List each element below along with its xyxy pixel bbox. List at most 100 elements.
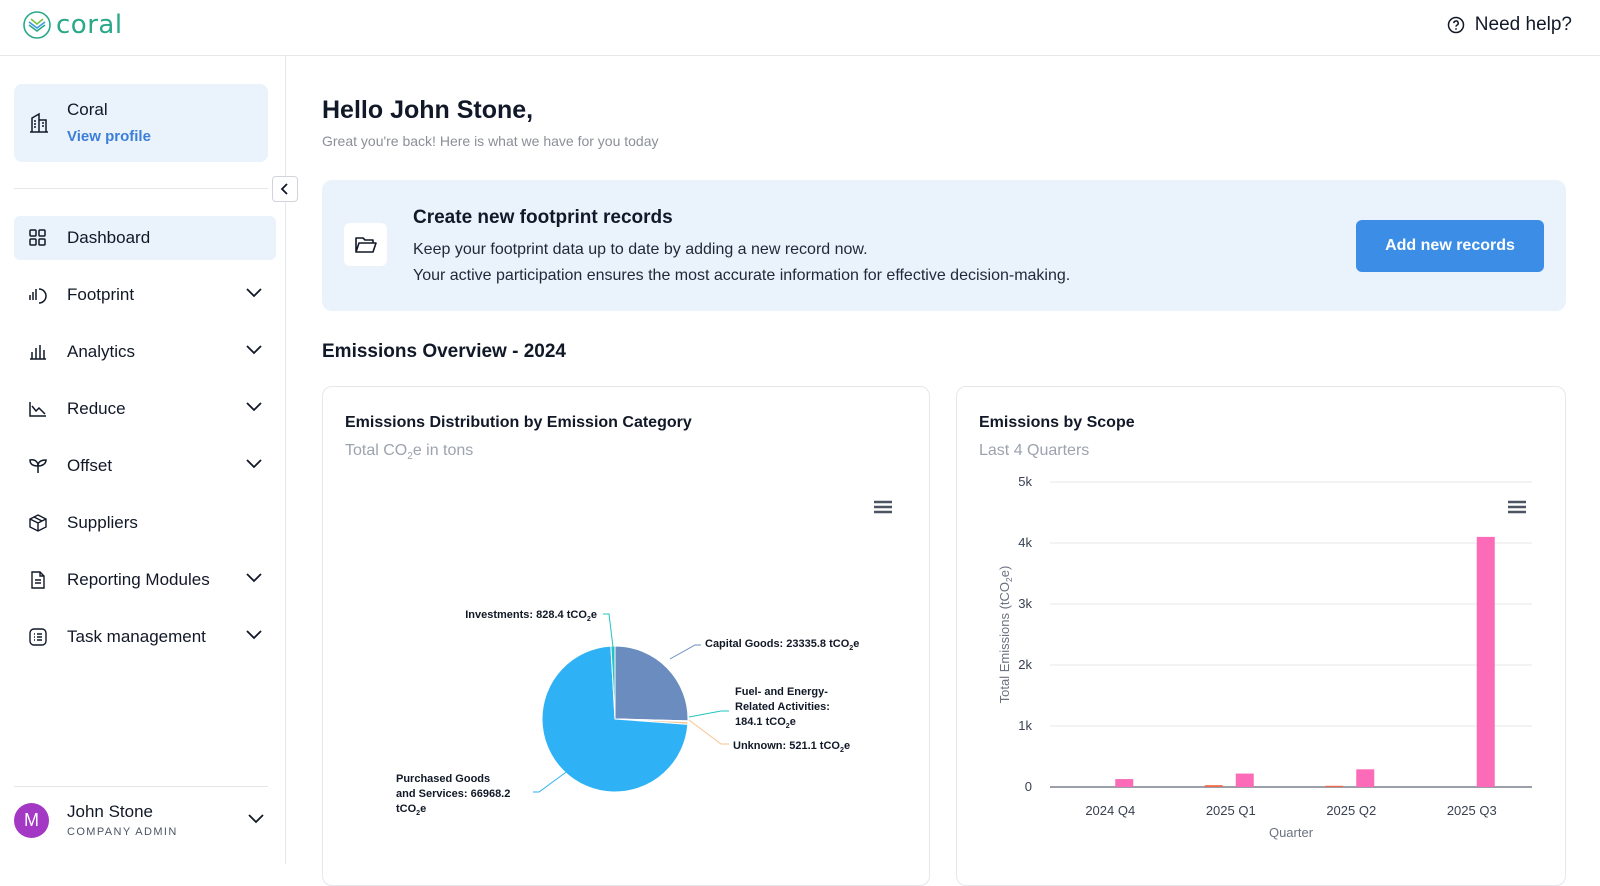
trend-down-icon: [29, 402, 46, 417]
need-help-label: Need help?: [1474, 14, 1572, 35]
collapse-sidebar-button[interactable]: [272, 176, 298, 202]
pie-chart: Investments: 828.4 tCO2e Capital Goods: 2…: [396, 609, 859, 817]
section-title: Emissions Overview - 2024: [322, 341, 566, 362]
chevron-down-icon: [246, 402, 262, 412]
pie-label-fuel-line-2: Related Activities:: [735, 701, 830, 713]
bar[interactable]: [1356, 769, 1375, 787]
banner-text-line-2: Your active participation ensures the mo…: [413, 267, 1071, 284]
y-tick-label: 4k: [1018, 535, 1032, 550]
pie-slice[interactable]: [614, 645, 689, 722]
bar[interactable]: [1115, 779, 1134, 787]
top-bar: coral Need help?: [0, 0, 1600, 56]
user-menu[interactable]: M John Stone COMPANY ADMIN: [14, 798, 274, 854]
x-tick-label: 2024 Q4: [1085, 803, 1135, 818]
y-tick-label: 5k: [1018, 474, 1032, 489]
pie-card-subtitle: Total CO2e in tons: [345, 442, 474, 463]
bar-card-subtitle: Last 4 Quarters: [979, 442, 1090, 459]
chevron-down-icon: [246, 630, 262, 640]
bar[interactable]: [1235, 773, 1254, 787]
y-axis-label: Total Emissions (tCO2e): [997, 566, 1014, 704]
chevron-down-icon: [246, 345, 262, 355]
need-help-button[interactable]: Need help?: [1447, 14, 1572, 36]
footprint-icon: [29, 288, 47, 304]
sidebar-item-task-management[interactable]: Task management: [14, 615, 276, 659]
create-records-banner: Create new footprint records Keep your f…: [322, 180, 1566, 311]
checklist-icon: [29, 628, 47, 646]
sidebar-item-label: Dashboard: [67, 228, 151, 247]
sidebar: Coral View profile Dashboard Footprint A…: [0, 56, 298, 864]
pie-chart-card: Emissions Distribution by Emission Categ…: [322, 386, 930, 886]
sidebar-item-footprint[interactable]: Footprint: [14, 273, 276, 317]
sidebar-item-analytics[interactable]: Analytics: [14, 330, 276, 374]
y-tick-label: 2k: [1018, 657, 1032, 672]
banner-title: Create new footprint records: [413, 207, 673, 228]
chart-menu-icon[interactable]: [1507, 499, 1527, 515]
bar[interactable]: [1476, 536, 1495, 787]
pie-slice[interactable]: [541, 645, 689, 793]
avatar: M: [14, 803, 49, 838]
callout-leader-line: [533, 769, 570, 793]
sidebar-item-offset[interactable]: Offset: [14, 444, 276, 488]
sprout-icon: [29, 459, 47, 473]
sidebar-nav: Dashboard Footprint Analytics Reduce Off…: [14, 216, 276, 672]
chevron-down-icon: [246, 459, 262, 469]
view-profile-link[interactable]: View profile: [67, 128, 151, 145]
sidebar-item-label: Analytics: [67, 342, 136, 361]
sidebar-item-label: Task management: [67, 627, 206, 646]
x-tick-label: 2025 Q3: [1447, 803, 1497, 818]
sidebar-item-label: Reduce: [67, 399, 126, 418]
pie-label-fuel-value: 184.1 tCO2e: [735, 716, 796, 730]
bar-chart-icon: [30, 345, 46, 360]
document-icon: [31, 571, 45, 589]
y-tick-label: 1k: [1018, 718, 1032, 733]
chart-menu-icon[interactable]: [873, 499, 893, 515]
y-tick-label: 0: [1025, 779, 1032, 794]
pie-label-purchased-line-2: and Services: 66968.2: [396, 788, 510, 800]
question-circle-icon: [1447, 16, 1465, 34]
chevron-down-icon: [246, 288, 262, 298]
callout-leader-line: [669, 644, 701, 660]
logo-text: coral: [56, 10, 123, 40]
pie-label-investments: Investments: 828.4 tCO2e: [465, 609, 597, 623]
x-tick-label: 2025 Q1: [1206, 803, 1256, 818]
box-icon: [29, 514, 47, 532]
building-icon: [30, 112, 48, 133]
banner-text-line-1: Keep your footprint data up to date by a…: [413, 241, 868, 258]
bar-chart: 0 1k 2k 3k 4k 5k 2024 Q4 2025 Q1 2025 Q2 2025 Q3 Q…: [997, 474, 1532, 840]
folder-open-icon: [354, 236, 377, 253]
org-profile-card[interactable]: Coral View profile: [14, 84, 268, 162]
pie-label-unknown: Unknown: 521.1 tCO2e: [733, 740, 850, 754]
add-new-records-button[interactable]: Add new records: [1356, 220, 1544, 272]
grid-icon: [29, 229, 46, 246]
sidebar-item-reduce[interactable]: Reduce: [14, 387, 276, 431]
pie-card-title: Emissions Distribution by Emission Categ…: [345, 414, 692, 431]
page-subtitle: Great you're back! Here is what we have …: [322, 133, 659, 149]
sidebar-item-label: Footprint: [67, 285, 135, 304]
bar-chart-card: Emissions by Scope Last 4 Quarters 0 1k 2k…: [956, 386, 1566, 886]
chevron-down-icon: [246, 573, 262, 583]
bar[interactable]: [1204, 785, 1223, 787]
x-axis-label: Quarter: [1269, 825, 1314, 840]
folder-icon-box: [344, 223, 387, 266]
chevron-left-icon: [280, 183, 288, 195]
sidebar-item-dashboard[interactable]: Dashboard: [14, 216, 276, 260]
user-divider: [14, 786, 268, 787]
sidebar-divider: [14, 188, 268, 189]
sidebar-item-suppliers[interactable]: Suppliers: [14, 501, 276, 545]
pie-label-purchased-line-1: Purchased Goods: [396, 773, 490, 785]
pie-label-fuel-line-1: Fuel- and Energy-: [735, 686, 828, 698]
bar[interactable]: [1325, 785, 1344, 787]
page-title: Hello John Stone,: [322, 96, 534, 124]
coral-logo-icon: [23, 11, 51, 39]
sidebar-item-reporting-modules[interactable]: Reporting Modules: [14, 558, 276, 602]
y-tick-label: 3k: [1018, 596, 1032, 611]
callout-leader-line: [688, 719, 729, 745]
sidebar-item-label: Reporting Modules: [67, 570, 210, 589]
x-tick-label: 2025 Q2: [1326, 803, 1376, 818]
user-role: COMPANY ADMIN: [67, 826, 178, 838]
coral-logo[interactable]: coral: [22, 10, 123, 40]
org-name: Coral: [67, 100, 108, 119]
bar-card-title: Emissions by Scope: [979, 414, 1135, 431]
sidebar-item-label: Suppliers: [67, 513, 138, 532]
sidebar-item-label: Offset: [67, 456, 113, 475]
